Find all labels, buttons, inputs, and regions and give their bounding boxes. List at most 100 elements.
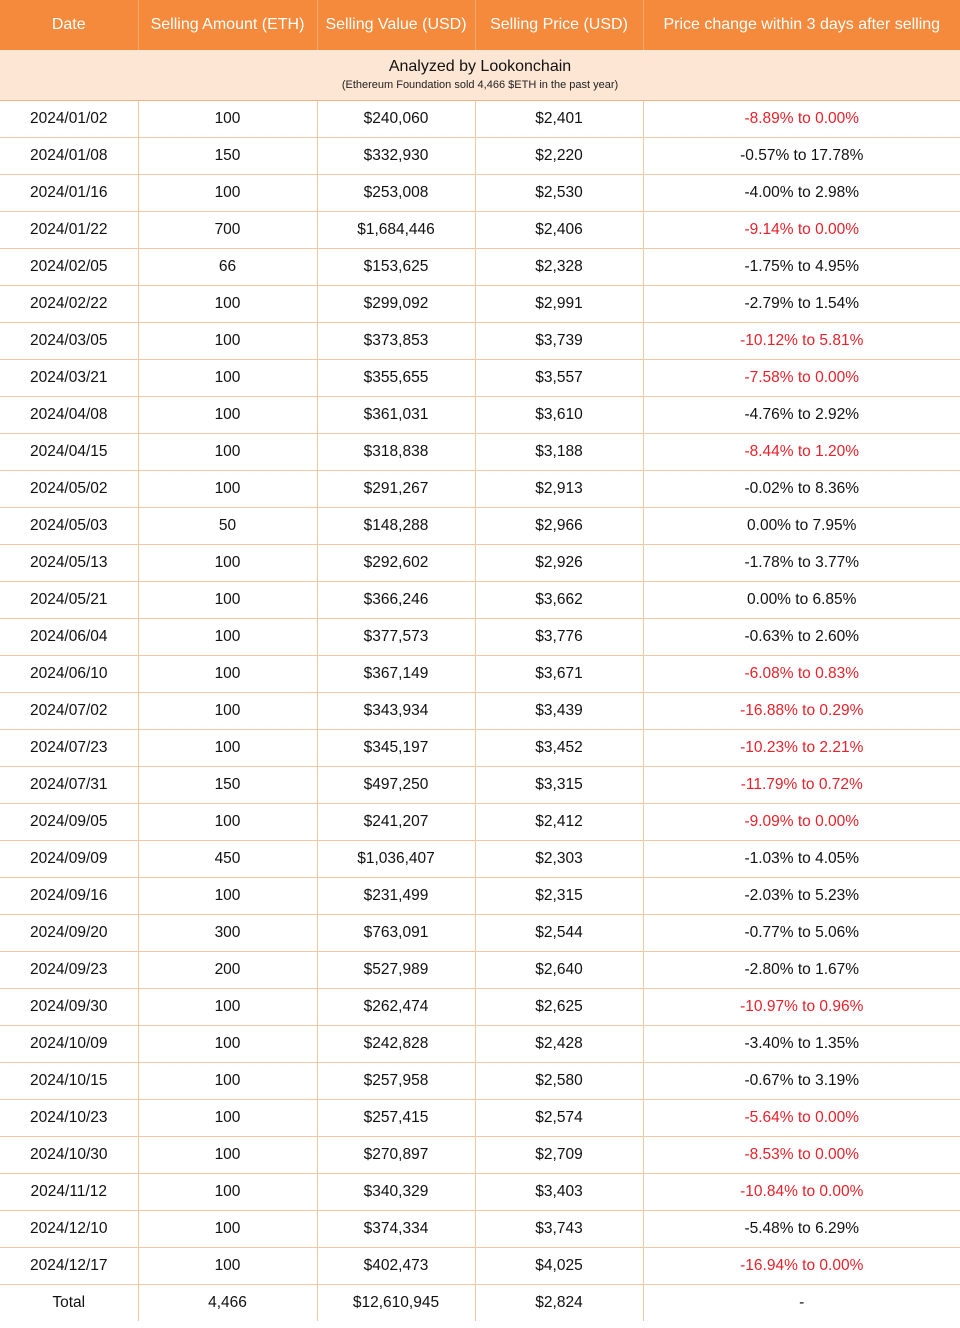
table-row: 2024/09/30 100 $262,474 $2,625 -10.97% to 0.… — [0, 988, 960, 1026]
price-change-cell: -16.88% to 0.29% — [643, 692, 960, 730]
banner-subtitle: (Ethereum Foundation sold 4,466 $ETH in … — [341, 79, 619, 91]
table-row: 2024/06/10 100 $367,149 $3,671 -6.08% to 0.8… — [0, 655, 960, 693]
table-row: 2024/10/30 100 $270,897 $2,709 -8.53% to 0.0… — [0, 1136, 960, 1174]
price-cell: $2,709 — [475, 1136, 644, 1174]
value-cell: $1,036,407 — [317, 840, 476, 878]
total-price: $2,824 — [475, 1284, 644, 1321]
amount-cell: 100 — [138, 174, 318, 212]
date-cell: 2024/01/02 — [0, 100, 139, 138]
price-cell: $2,625 — [475, 988, 644, 1026]
value-cell: $242,828 — [317, 1025, 476, 1063]
date-cell: 2024/10/15 — [0, 1062, 139, 1100]
table-row: 2024/07/31 150 $497,250 $3,315 -11.79% to 0.… — [0, 766, 960, 804]
price-cell: $2,412 — [475, 803, 644, 841]
date-cell: 2024/01/22 — [0, 211, 139, 249]
table-row: 2024/04/15 100 $318,838 $3,188 -8.44% to 1.2… — [0, 433, 960, 471]
price-change-cell: -6.08% to 0.83% — [643, 655, 960, 693]
date-cell: 2024/12/17 — [0, 1247, 139, 1285]
value-cell: $402,473 — [317, 1247, 476, 1285]
price-cell: $2,315 — [475, 877, 644, 915]
value-cell: $374,334 — [317, 1210, 476, 1248]
value-cell: $318,838 — [317, 433, 476, 471]
amount-cell: 100 — [138, 470, 318, 508]
price-cell: $3,739 — [475, 322, 644, 360]
header-amount: Selling Amount (ETH) — [138, 0, 318, 50]
value-cell: $291,267 — [317, 470, 476, 508]
table-row: 2024/03/05 100 $373,853 $3,739 -10.12% to 5.… — [0, 322, 960, 360]
table-row: 2024/10/23 100 $257,415 $2,574 -5.64% to 0.0… — [0, 1099, 960, 1137]
amount-cell: 100 — [138, 1247, 318, 1285]
value-cell: $527,989 — [317, 951, 476, 989]
date-cell: 2024/09/09 — [0, 840, 139, 878]
table-row: 2024/10/09 100 $242,828 $2,428 -3.40% to 1.3… — [0, 1025, 960, 1063]
date-cell: 2024/03/05 — [0, 322, 139, 360]
total-row: Total 4,466 $12,610,945 $2,824 - — [0, 1284, 960, 1321]
price-change-cell: -0.57% to 17.78% — [643, 137, 960, 175]
value-cell: $340,329 — [317, 1173, 476, 1211]
price-change-cell: -1.78% to 3.77% — [643, 544, 960, 582]
price-cell: $2,544 — [475, 914, 644, 952]
amount-cell: 100 — [138, 285, 318, 323]
value-cell: $373,853 — [317, 322, 476, 360]
date-cell: 2024/05/21 — [0, 581, 139, 619]
value-cell: $763,091 — [317, 914, 476, 952]
value-cell: $355,655 — [317, 359, 476, 397]
price-change-cell: -16.94% to 0.00% — [643, 1247, 960, 1285]
price-cell: $2,220 — [475, 137, 644, 175]
date-cell: 2024/09/20 — [0, 914, 139, 952]
price-change-cell: -2.79% to 1.54% — [643, 285, 960, 323]
amount-cell: 50 — [138, 507, 318, 545]
amount-cell: 100 — [138, 433, 318, 471]
price-change-cell: 0.00% to 6.85% — [643, 581, 960, 619]
date-cell: 2024/03/21 — [0, 359, 139, 397]
price-change-cell: -2.80% to 1.67% — [643, 951, 960, 989]
table-row: 2024/02/05 66 $153,625 $2,328 -1.75% to 4.95… — [0, 248, 960, 286]
amount-cell: 100 — [138, 1136, 318, 1174]
amount-cell: 100 — [138, 877, 318, 915]
table-row: 2024/06/04 100 $377,573 $3,776 -0.63% to 2.6… — [0, 618, 960, 656]
value-cell: $332,930 — [317, 137, 476, 175]
value-cell: $497,250 — [317, 766, 476, 804]
price-cell: $2,926 — [475, 544, 644, 582]
amount-cell: 100 — [138, 988, 318, 1026]
table-row: 2024/01/16 100 $253,008 $2,530 -4.00% to 2.9… — [0, 174, 960, 212]
header-price-change: Price change within 3 days after selling — [643, 0, 960, 50]
table-row: 2024/11/12 100 $340,329 $3,403 -10.84% to 0.… — [0, 1173, 960, 1211]
amount-cell: 100 — [138, 359, 318, 397]
amount-cell: 100 — [138, 618, 318, 656]
date-cell: 2024/01/16 — [0, 174, 139, 212]
value-cell: $262,474 — [317, 988, 476, 1026]
banner-cell: Analyzed by Lookonchain (Ethereum Founda… — [0, 50, 960, 101]
price-change-cell: -3.40% to 1.35% — [643, 1025, 960, 1063]
value-cell: $240,060 — [317, 100, 476, 138]
amount-cell: 300 — [138, 914, 318, 952]
value-cell: $257,958 — [317, 1062, 476, 1100]
value-cell: $253,008 — [317, 174, 476, 212]
table-row: 2024/07/02 100 $343,934 $3,439 -16.88% to 0.… — [0, 692, 960, 730]
amount-cell: 66 — [138, 248, 318, 286]
table-row: 2024/09/23 200 $527,989 $2,640 -2.80% to 1.6… — [0, 951, 960, 989]
price-cell: $3,452 — [475, 729, 644, 767]
price-change-cell: -1.75% to 4.95% — [643, 248, 960, 286]
price-change-cell: -4.00% to 2.98% — [643, 174, 960, 212]
header-row: Date Selling Amount (ETH) Selling Value … — [0, 0, 960, 50]
price-cell: $3,188 — [475, 433, 644, 471]
price-cell: $3,662 — [475, 581, 644, 619]
price-cell: $3,557 — [475, 359, 644, 397]
price-cell: $3,671 — [475, 655, 644, 693]
amount-cell: 100 — [138, 729, 318, 767]
price-cell: $2,640 — [475, 951, 644, 989]
amount-cell: 100 — [138, 1025, 318, 1063]
date-cell: 2024/07/31 — [0, 766, 139, 804]
price-cell: $2,913 — [475, 470, 644, 508]
table-row: 2024/05/02 100 $291,267 $2,913 -0.02% to 8.3… — [0, 470, 960, 508]
date-cell: 2024/02/05 — [0, 248, 139, 286]
date-cell: 2024/09/05 — [0, 803, 139, 841]
price-change-cell: -0.02% to 8.36% — [643, 470, 960, 508]
date-cell: 2024/12/10 — [0, 1210, 139, 1248]
price-change-cell: -9.09% to 0.00% — [643, 803, 960, 841]
date-cell: 2024/10/23 — [0, 1099, 139, 1137]
amount-cell: 450 — [138, 840, 318, 878]
price-change-cell: -10.84% to 0.00% — [643, 1173, 960, 1211]
table-row: 2024/09/09 450 $1,036,407 $2,303 -1.03% to 4… — [0, 840, 960, 878]
